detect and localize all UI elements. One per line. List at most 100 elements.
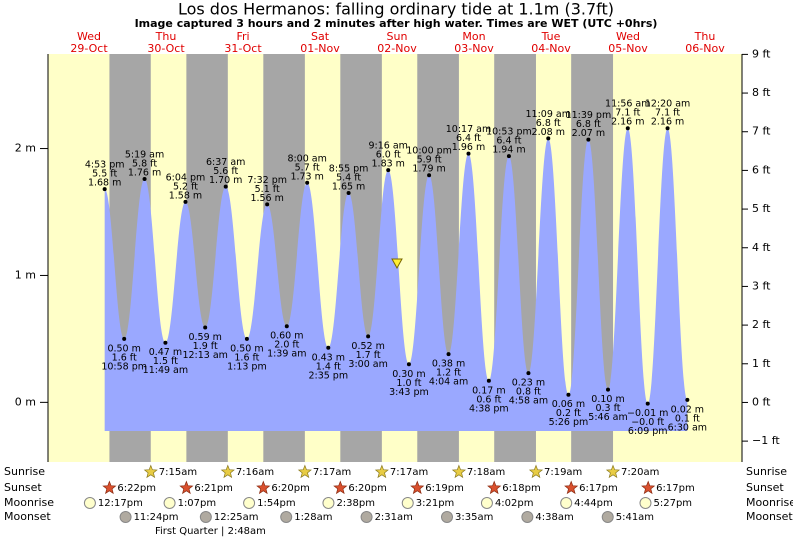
sunset-time: 6:17pm <box>579 483 618 494</box>
sunset-time: 6:19pm <box>425 483 464 494</box>
tide-height-m: 0.17 m <box>472 385 505 396</box>
sunset-icon <box>102 480 117 495</box>
moonset-time: 11:24pm <box>134 512 179 523</box>
tide-height-ft: 0.8 ft <box>516 387 541 398</box>
tide-time: 6:37 am <box>206 157 245 168</box>
tide-height-ft: 1.5 ft <box>153 356 178 367</box>
tide-height-ft: 2.0 ft <box>274 340 299 351</box>
tide-area <box>104 128 688 431</box>
tide-point <box>665 126 670 131</box>
tide-time: 4:58 am <box>509 396 548 407</box>
tide-height-m: 1.79 m <box>412 164 445 175</box>
row-label: Moonset <box>746 510 793 523</box>
sunrise-icon <box>451 464 466 479</box>
day-weekday: Sat <box>311 30 330 43</box>
tide-point <box>366 334 371 339</box>
tide-height-ft: 5.7 ft <box>295 162 320 173</box>
moonrise-icon <box>83 497 96 509</box>
day-weekday: Wed <box>616 30 640 43</box>
tide-point <box>183 199 188 204</box>
tide-height-ft: 5.9 ft <box>417 155 442 166</box>
tide-point <box>566 392 571 397</box>
moonset-icon <box>199 511 212 523</box>
sunset-time: 6:17pm <box>656 483 695 494</box>
tide-height-ft: 5.1 ft <box>255 184 280 195</box>
moonset-time: 2:31am <box>375 512 413 523</box>
moonset-icon <box>360 511 373 523</box>
tide-height-ft: 1.7 ft <box>356 350 381 361</box>
row-label: Moonrise <box>746 496 793 509</box>
tide-point <box>645 401 650 406</box>
current-time-marker <box>391 258 403 270</box>
tide-time: 11:56 am <box>605 99 650 110</box>
tide-height-ft: 6.0 ft <box>376 150 401 161</box>
tide-time: 9:16 am <box>369 141 408 152</box>
tide-height-ft: 0.6 ft <box>476 394 501 405</box>
tide-point <box>606 387 611 392</box>
tide-height-m: 2.07 m <box>572 128 605 139</box>
tide-height-m: 1.96 m <box>452 142 485 153</box>
tide-time: 2:35 pm <box>308 370 348 381</box>
tide-time: 5:46 am <box>588 412 627 423</box>
tide-height-m: −0.01 m <box>627 408 668 419</box>
moonset-icon <box>119 511 132 523</box>
tide-height-ft: 1.6 ft <box>112 352 137 363</box>
moonrise-time: 1:54pm <box>257 498 296 509</box>
tide-height-m: 1.73 m <box>290 171 323 182</box>
tide-height-m: 0.50 m <box>107 343 140 354</box>
tide-height-ft: 5.4 ft <box>336 172 361 183</box>
sunrise-time: 7:17am <box>313 467 351 478</box>
day-date: 02-Nov <box>377 42 417 55</box>
moonrise-icon <box>639 497 652 509</box>
moonrise-time: 2:38pm <box>336 498 375 509</box>
y2-tick-label: 2 ft <box>752 318 771 331</box>
tide-height-ft: 7.1 ft <box>615 108 640 119</box>
day-date: 01-Nov <box>300 42 340 55</box>
moonrise-time: 5:27pm <box>653 498 692 509</box>
tide-height-ft: 0.2 ft <box>556 408 581 419</box>
tide-height-m: 0.43 m <box>312 352 345 363</box>
tide-time: 8:00 am <box>287 153 326 164</box>
tide-height-ft: 1.0 ft <box>396 378 421 389</box>
tide-time: 10:53 pm <box>486 127 532 138</box>
tide-height-ft: 1.2 ft <box>436 368 461 379</box>
tide-point <box>122 336 127 341</box>
moonset-icon <box>521 511 534 523</box>
moonset-time: 5:41am <box>616 512 654 523</box>
moonrise-time: 4:02pm <box>495 498 534 509</box>
sunset-time: 6:20pm <box>348 483 387 494</box>
tide-point <box>326 345 331 350</box>
tide-time: 3:43 pm <box>389 387 429 398</box>
y2-tick-label: 3 ft <box>752 279 771 292</box>
tide-point <box>685 397 690 402</box>
sunset-icon <box>256 480 271 495</box>
tide-time: 11:49 am <box>143 365 188 376</box>
tide-height-m: 2.16 m <box>611 117 644 128</box>
tide-height-m: 1.68 m <box>88 178 121 189</box>
moonset-time: 3:35am <box>455 512 493 523</box>
tide-point <box>265 202 270 207</box>
tide-time: 4:38 pm <box>469 403 509 414</box>
tide-point <box>466 151 471 156</box>
tide-time: 6:09 pm <box>628 426 668 437</box>
moonrise-icon <box>163 497 176 509</box>
row-label: Moonrise <box>4 496 54 509</box>
sunset-icon <box>641 480 656 495</box>
tide-height-m: 0.50 m <box>230 343 263 354</box>
tide-height-ft: 0.1 ft <box>675 413 700 424</box>
tide-time: 10:00 pm <box>406 146 452 157</box>
moonset-time: 12:25am <box>214 512 259 523</box>
tide-height-ft: 5.8 ft <box>132 159 157 170</box>
tide-point <box>586 137 591 142</box>
day-weekday: Wed <box>77 30 101 43</box>
day-weekday: Fri <box>236 30 249 43</box>
tide-height-ft: 5.6 ft <box>213 166 238 177</box>
sunset-time: 6:21pm <box>194 483 233 494</box>
sunset-icon <box>333 480 348 495</box>
sunrise-time: 7:16am <box>236 467 274 478</box>
tide-height-m: 1.58 m <box>169 190 202 201</box>
tide-height-ft: 0.3 ft <box>595 403 620 414</box>
tide-height-m: 1.70 m <box>209 175 242 186</box>
y2-tick-label: 4 ft <box>752 241 771 254</box>
